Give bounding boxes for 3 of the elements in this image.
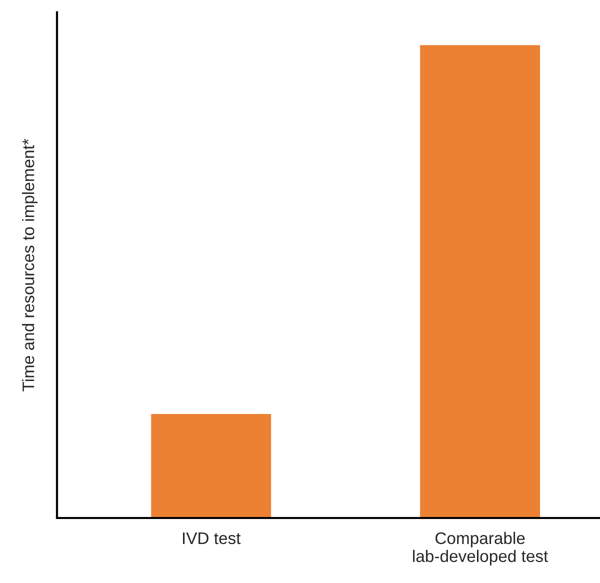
y-axis-title: Time and resources to implement* (22, 138, 38, 392)
x-tick-label: Comparable lab-developed test (413, 532, 548, 566)
x-tick-label: IVD test (183, 532, 241, 544)
